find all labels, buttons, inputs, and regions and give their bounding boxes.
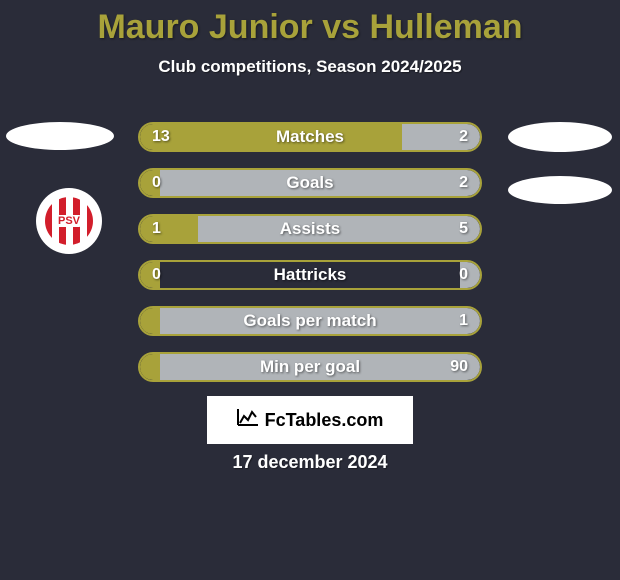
player2-club-oval-1 [508, 122, 612, 152]
value-right: 5 [459, 220, 468, 238]
bar-label: Goals [140, 173, 480, 193]
value-left: 13 [152, 128, 170, 146]
bar-label: Hattricks [140, 265, 480, 285]
stat-row-min-per-goal: Min per goal90 [138, 352, 482, 382]
stat-row-goals: Goals0 2 [138, 168, 482, 198]
value-right: 90 [450, 358, 468, 376]
footer-brand-text: FcTables.com [265, 410, 384, 431]
value-right: 1 [459, 312, 468, 330]
bar-label: Goals per match [140, 311, 480, 331]
date-text: 17 december 2024 [0, 452, 620, 473]
stat-row-goals-per-match: Goals per match1 [138, 306, 482, 336]
page-title: Mauro Junior vs Hulleman [0, 0, 620, 47]
value-left: 0 [152, 266, 161, 284]
value-right: 2 [459, 174, 468, 192]
bar-label: Assists [140, 219, 480, 239]
bar-label: Matches [140, 127, 480, 147]
stat-row-matches: Matches13 2 [138, 122, 482, 152]
footer-brand-badge: FcTables.com [207, 396, 413, 444]
chart-icon [237, 408, 259, 432]
stat-row-hattricks: Hattricks0 0 [138, 260, 482, 290]
value-left: 1 [152, 220, 161, 238]
value-right: 0 [459, 266, 468, 284]
psv-logo: PSV [45, 197, 93, 245]
player1-club-oval [6, 122, 114, 150]
stat-bars: Matches132Goals02Assists15Hattricks00Goa… [138, 122, 482, 398]
value-left: 0 [152, 174, 161, 192]
subtitle: Club competitions, Season 2024/2025 [0, 57, 620, 77]
psv-logo-text: PSV [56, 215, 82, 227]
player1-logo-circle: PSV [36, 188, 102, 254]
bar-label: Min per goal [140, 357, 480, 377]
player2-club-oval-2 [508, 176, 612, 204]
comparison-infographic: Mauro Junior vs Hulleman Club competitio… [0, 0, 620, 580]
value-right: 2 [459, 128, 468, 146]
stat-row-assists: Assists1 5 [138, 214, 482, 244]
